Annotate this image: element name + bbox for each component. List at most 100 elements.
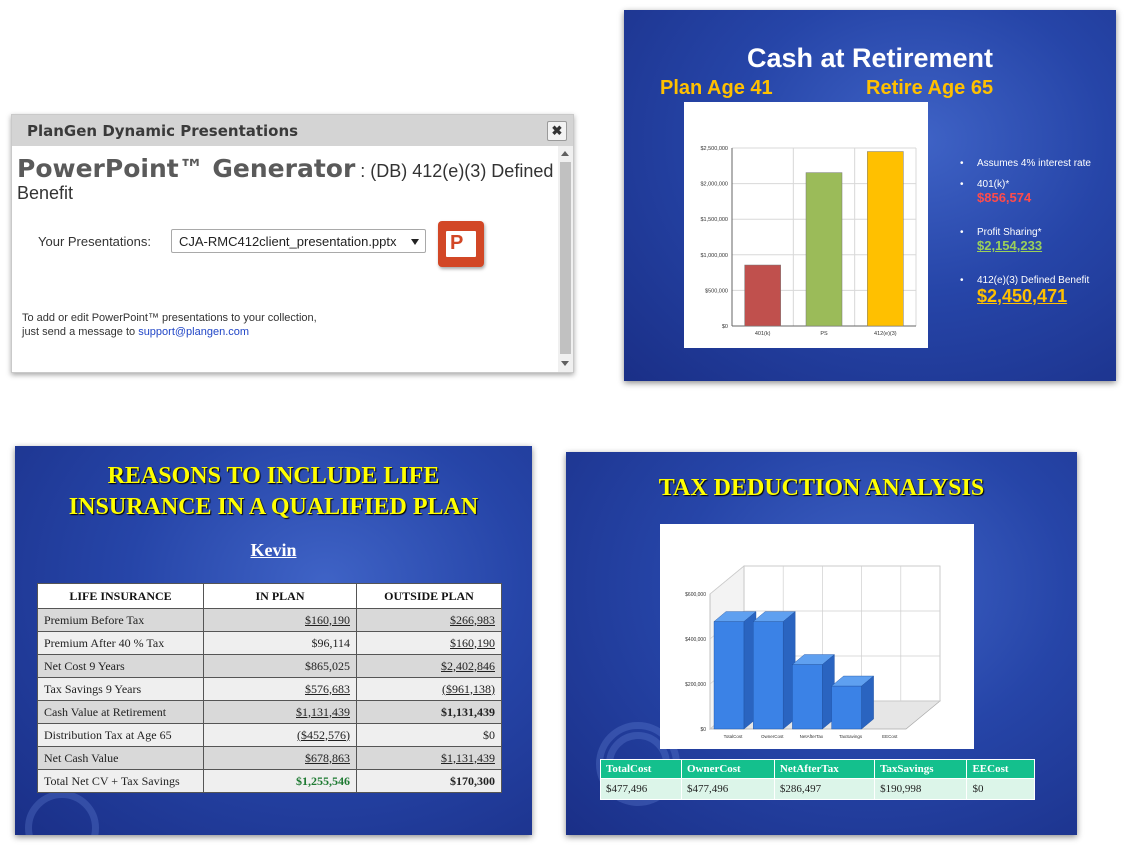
row-label: Net Cost 9 Years (37, 654, 204, 678)
bar-side (861, 675, 874, 730)
outside-plan-cell: $1,131,439 (356, 700, 502, 724)
help-text: To add or edit PowerPoint™ presentations… (22, 311, 317, 339)
x-tick-label: NetAfterTax (800, 734, 824, 739)
generator-title: PowerPoint™ Generator (17, 154, 356, 183)
x-tick-label: 412(e)(3) (874, 331, 897, 337)
slide2-title-line2: INSURANCE IN A QUALIFIED PLAN (68, 494, 479, 520)
column-header-life-insurance: LIFE INSURANCE (37, 583, 204, 609)
help-line-1: To add or edit PowerPoint™ presentations… (22, 312, 317, 324)
x-tick-label: TotalCost (724, 734, 744, 739)
in-plan-cell: $678,863 (203, 746, 357, 770)
presentations-label: Your Presentations: (38, 234, 151, 249)
help-line-2-text: just send a message to (22, 326, 139, 338)
x-tick-label: EECost (882, 734, 898, 739)
in-plan-cell: $160,190 (203, 608, 357, 632)
y-tick-label: $600,000 (685, 592, 706, 598)
bullet-item: • 412(e)(3) Defined Benefit $2,450,471 (958, 275, 1091, 307)
bar (792, 664, 823, 730)
outside-plan-cell: $170,300 (356, 769, 502, 793)
row-label: Distribution Tax at Age 65 (37, 723, 204, 747)
y-tick-label: $200,000 (685, 682, 706, 688)
powerpoint-icon-letter: P (450, 232, 464, 254)
row-label: Premium Before Tax (37, 608, 204, 632)
table-row: Distribution Tax at Age 65 ($452,576) $0 (37, 723, 502, 747)
slide-tax-deduction-analysis: TAX DEDUCTION ANALYSIS $0 $200,000 $400,00… (566, 452, 1077, 835)
tax-value-cell: $190,998 (874, 778, 968, 800)
bullet-label: Profit Sharing* (977, 227, 1042, 238)
y-tick-label: $0 (722, 324, 728, 330)
tax-value-cell: $477,496 (600, 778, 682, 800)
close-icon[interactable]: ✖ (547, 121, 567, 141)
bar (752, 621, 784, 730)
powerpoint-icon-page (446, 231, 476, 257)
dialog-body: PowerPoint™ Generator : (DB) 412(e)(3) D… (12, 146, 558, 372)
bullet-item: • Profit Sharing* $2,154,233 (958, 227, 1091, 253)
slide2-title-line1: REASONS TO INCLUDE LIFE (107, 463, 440, 489)
bullet-label: 401(k)* (977, 179, 1010, 190)
in-plan-cell: $865,025 (203, 654, 357, 678)
table-row: Cash Value at Retirement $1,131,439 $1,131… (37, 700, 502, 724)
life-insurance-table: LIFE INSURANCE IN PLAN OUTSIDE PLAN Prem… (37, 583, 502, 793)
scroll-down-icon[interactable] (561, 361, 569, 366)
bullet-dot: • (960, 158, 964, 169)
row-label: Cash Value at Retirement (37, 700, 204, 724)
presentations-selected-value: CJA-RMC412client_presentation.pptx (179, 234, 397, 249)
bar (805, 172, 843, 327)
bullet-label: 412(e)(3) Defined Benefit (977, 275, 1090, 286)
scrollbar-thumb[interactable] (560, 162, 571, 354)
support-email-link[interactable]: support@plangen.com (138, 326, 250, 338)
column-header-outside-plan: OUTSIDE PLAN (356, 583, 502, 609)
retirement-bullets: • Assumes 4% interest rate • 401(k)* $856,57… (958, 158, 1091, 307)
slide-life-insurance-reasons: REASONS TO INCLUDE LIFE INSURANCE IN A Q… (15, 446, 532, 835)
tax-table-values-row: $477,496 $477,496 $286,497 $190,998 $0 (600, 778, 1035, 800)
x-tick-label: OwnerCost (761, 734, 784, 739)
tax-chart-panel: $0 $200,000 $400,000 $600,000 TotalCost Owner… (660, 524, 974, 749)
bullet-dot: • (960, 179, 964, 190)
tax-column-header: TotalCost (600, 759, 682, 779)
plan-age: Plan Age 41 (660, 77, 773, 99)
tax-value-cell: $477,496 (680, 778, 775, 800)
presentations-select[interactable]: CJA-RMC412client_presentation.pptx (171, 229, 426, 253)
tax-value-cell: $0 (966, 778, 1035, 800)
y-tick-label: $500,000 (705, 288, 728, 294)
scrollbar[interactable] (558, 146, 573, 372)
slide-cash-at-retirement: Cash at Retirement Plan Age 41 Retire Ag… (624, 10, 1116, 381)
dialog-titlebar: PlanGen Dynamic Presentations ✖ (12, 115, 573, 146)
retirement-chart-panel: $0 $500,000 $1,000,000 $1,500,000 $2,000,000… (684, 102, 928, 348)
bullet-value: $2,154,233 (977, 238, 1043, 253)
bar (713, 621, 745, 730)
plangen-dialog: PlanGen Dynamic Presentations ✖ PowerPoi… (11, 114, 574, 373)
table-row: Total Net CV + Tax Savings $1,255,546 $170… (37, 769, 502, 793)
bullet-label: Assumes 4% interest rate (977, 158, 1091, 169)
slide2-title: REASONS TO INCLUDE LIFE INSURANCE IN A Q… (15, 461, 532, 523)
tax-value-cell: $286,497 (773, 778, 876, 800)
bullet-value: $2,450,471 (977, 286, 1068, 306)
bullet-value: $856,574 (977, 190, 1032, 205)
help-line-2: just send a message to support@plangen.c… (22, 325, 317, 339)
outside-plan-cell: $0 (356, 723, 502, 747)
scroll-up-icon[interactable] (561, 151, 569, 156)
bar (744, 264, 781, 327)
client-name: Kevin (250, 540, 297, 560)
decoration-ring (25, 791, 99, 835)
row-label: Premium After 40 % Tax (37, 631, 204, 655)
row-label: Tax Savings 9 Years (37, 677, 204, 701)
outside-plan-cell: $1,131,439 (356, 746, 502, 770)
row-label: Total Net CV + Tax Savings (37, 769, 204, 793)
powerpoint-icon[interactable]: P (438, 221, 484, 267)
outside-plan-cell: $160,190 (356, 631, 502, 655)
table-row: Net Cash Value $678,863 $1,131,439 (37, 746, 502, 770)
table-row: Net Cost 9 Years $865,025 $2,402,846 (37, 654, 502, 678)
outside-plan-cell: ($961,138) (356, 677, 502, 701)
bar (831, 685, 862, 730)
tax-column-header: TaxSavings (874, 759, 968, 779)
bullet-item: • 401(k)* $856,574 (958, 179, 1091, 205)
bullet-item: • Assumes 4% interest rate (958, 158, 1091, 169)
in-plan-cell: $1,255,546 (203, 769, 357, 793)
y-tick-label: $1,500,000 (700, 217, 728, 223)
table-header-row: LIFE INSURANCE IN PLAN OUTSIDE PLAN (37, 583, 502, 609)
in-plan-cell: $576,683 (203, 677, 357, 701)
tax-table-header-row: TotalCost OwnerCost NetAfterTax TaxSavings E… (600, 759, 1035, 779)
in-plan-cell: $96,114 (203, 631, 357, 655)
tax-summary-table: TotalCost OwnerCost NetAfterTax TaxSavings E… (600, 759, 1035, 800)
